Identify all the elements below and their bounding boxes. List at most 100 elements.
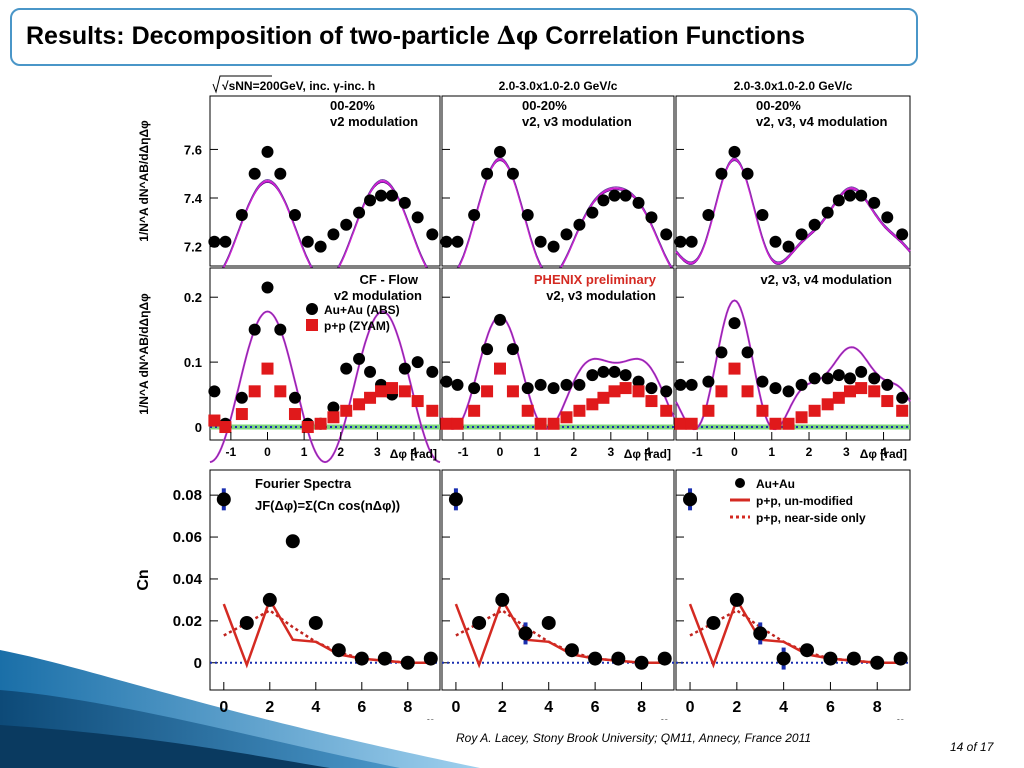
data-point — [769, 235, 782, 248]
pp-point — [274, 385, 287, 398]
data-point — [683, 492, 698, 507]
fit-curve — [675, 299, 911, 430]
data-point — [534, 378, 547, 391]
panel-top-right: 2.0-3.0x1.0-2.0 GeV/c 00-20%v2, v3, v4 mo… — [674, 79, 911, 267]
panel-middle-right: -1 0 1 2 3 4Δφ [rad] v2, v3, v4 modulation — [674, 267, 911, 461]
legend-label: Au+Au (ABS) — [324, 303, 400, 317]
page-number: 14 of 17 — [950, 740, 994, 754]
data-point — [808, 372, 821, 385]
pp-point — [534, 417, 547, 430]
pp-point — [685, 417, 698, 430]
panel-bottom-left: 0 0.02 0.04 0.06 0.08 0 2 4 6 8 n Fourier Spectra JF… — [135, 469, 441, 720]
data-point — [261, 281, 274, 294]
x-axis-label: Δφ [rad] — [390, 447, 437, 461]
data-point — [776, 651, 791, 666]
data-point — [534, 235, 547, 248]
x-tick-label: -1 — [458, 445, 469, 459]
y-tick-label: 0 — [194, 655, 202, 672]
pp-point — [619, 382, 632, 395]
data-point — [426, 228, 439, 241]
panel-bottom-right: 0 2 4 6 8 n Au+Au p+p, un-modified p+p, near-sid… — [675, 469, 911, 720]
data-point — [208, 385, 221, 398]
data-point — [327, 228, 340, 241]
y-axis-label: 1/N^A dN^AB/dΔηΔφ — [137, 120, 151, 242]
data-point — [674, 235, 687, 248]
x-tick-label: 4 — [644, 445, 651, 459]
data-point — [547, 240, 560, 253]
pp-point — [248, 385, 261, 398]
data-point — [634, 655, 649, 670]
y-tick-label: 7.4 — [184, 191, 203, 206]
pp-point — [855, 382, 868, 395]
y-tick-label: 0.04 — [173, 571, 203, 588]
pp-point — [364, 391, 377, 404]
pp-point — [219, 421, 232, 434]
pp-point — [314, 417, 327, 430]
title-box: Results: Decomposition of two-particle ∆… — [10, 8, 918, 66]
data-point — [893, 651, 908, 666]
data-point — [340, 362, 353, 375]
data-point — [468, 209, 481, 221]
x-tick-label: 2 — [337, 445, 344, 459]
x-tick-label: 0 — [731, 445, 738, 459]
data-point — [632, 196, 645, 209]
x-tick-label: 0 — [264, 445, 271, 459]
data-point — [881, 378, 894, 391]
pp-point — [411, 395, 424, 408]
data-point — [821, 372, 834, 385]
pp-point — [741, 385, 754, 398]
x-tick-label: 8 — [403, 699, 412, 716]
data-point — [619, 189, 632, 202]
pp-point — [821, 398, 834, 411]
x-tick-label: 3 — [374, 445, 381, 459]
fit-curve — [209, 310, 441, 463]
data-point — [398, 362, 411, 375]
pp-point — [426, 404, 439, 417]
y-tick-label: 0 — [195, 420, 202, 435]
data-point — [896, 391, 909, 404]
x-tick-label: 4 — [880, 445, 887, 459]
panel-top-left: 7.2 7.4 7.6 √sNN=200GeV, inc. γ-inc. h 00-20… — [137, 75, 441, 282]
pp-point — [808, 404, 821, 417]
x-tick-label: 2 — [732, 699, 741, 716]
y-tick-label: 0.02 — [173, 613, 202, 630]
pp-point — [896, 404, 909, 417]
pp-point — [375, 385, 388, 398]
panel-annotation: v2, v3, v4 modulation — [761, 272, 893, 287]
data-point — [331, 643, 346, 658]
data-point — [685, 235, 698, 248]
x-tick-label: 2 — [571, 445, 578, 459]
data-point — [353, 352, 366, 365]
title-suffix: Correlation Functions — [538, 22, 806, 50]
data-point — [400, 655, 415, 670]
data-point — [398, 196, 411, 209]
data-point — [619, 369, 632, 382]
panel-annotation: v2, v3, v4 modulation — [756, 114, 888, 129]
pp-point — [494, 362, 506, 375]
data-point — [235, 209, 248, 221]
data-point — [586, 206, 599, 219]
x-tick-label: 4 — [544, 699, 553, 716]
data-point — [769, 382, 782, 395]
legend-marker — [306, 303, 318, 315]
panel-header: √sNN=200GeV, inc. γ-inc. h — [222, 79, 375, 93]
data-point — [208, 235, 221, 248]
data-point — [521, 209, 534, 221]
pp-point — [386, 382, 399, 395]
decorative-ribbon — [0, 650, 480, 768]
pp-point — [208, 414, 221, 427]
data-point — [588, 651, 603, 666]
data-point — [364, 194, 377, 207]
data-point — [753, 626, 768, 641]
unmodified-line — [222, 596, 431, 669]
pp-point — [660, 404, 673, 417]
data-point — [855, 365, 868, 378]
data-point — [274, 323, 287, 336]
data-point — [235, 391, 248, 404]
panel-annotation: v2, v3 modulation — [522, 114, 632, 129]
panel-annotation: PHENIX preliminary — [534, 272, 657, 287]
pp-point — [353, 398, 366, 411]
panel-annotation: v2, v3 modulation — [546, 288, 656, 303]
data-point — [782, 240, 795, 253]
